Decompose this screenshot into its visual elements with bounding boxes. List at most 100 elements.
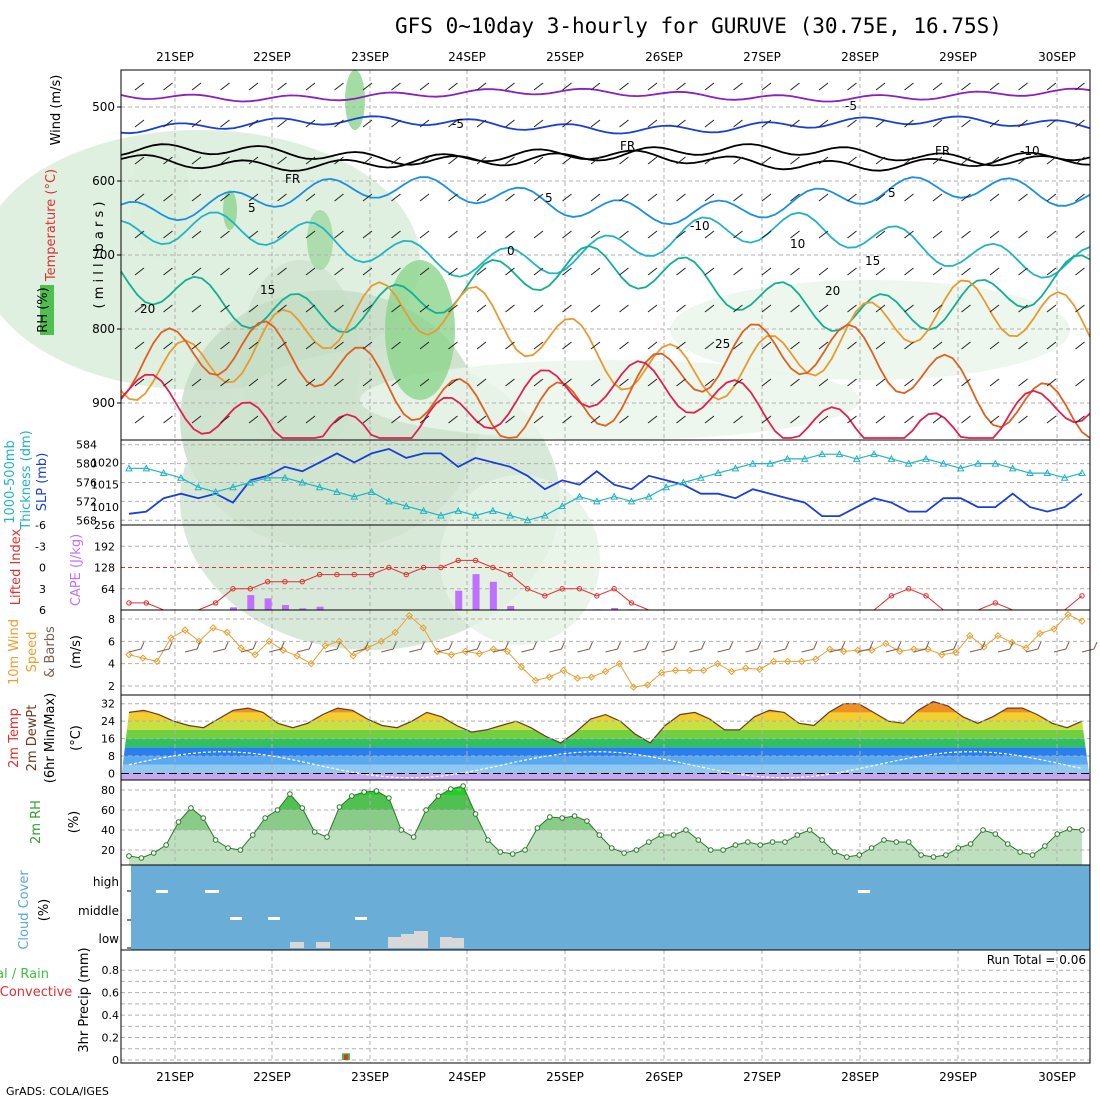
rh-point [930,854,937,860]
label-cape: CAPE (J/kg) [69,534,84,606]
thickness-point [385,497,393,505]
rh-point [819,837,825,843]
wind-barb [505,415,515,424]
wind-barb-10m [661,648,674,653]
wind-barb [733,304,743,313]
thickness-point [471,511,480,519]
rh-point [1054,831,1061,837]
wind-speed-series [128,613,1083,688]
wind-barb-tick [757,641,762,650]
wind-barb-tick [476,641,481,650]
label-thickness-range: 1000-500mb [3,440,18,524]
wind-barb [619,82,629,91]
wind-barb [134,156,145,165]
thickness-point [818,450,826,458]
wind-barb [391,82,401,91]
temp-band [121,756,1090,765]
wind-barb [362,119,373,128]
wind-barb [505,119,515,128]
wind-barb [334,119,344,128]
label-temp2m-3: (6hr Min/Max) [43,693,58,783]
lifted-index-point [594,593,600,599]
wind-barb [248,82,259,91]
label-precip-total: tal / Rain [0,967,49,982]
rh-point [1017,849,1023,855]
rh-point [782,839,788,845]
wind-barb [647,82,658,91]
thickness-point [904,459,913,467]
rh-point [905,839,912,845]
wind-barb [305,156,316,165]
wind-barb [277,156,287,165]
wind-barb [704,193,715,202]
wind-barb [590,415,601,424]
ytick-label-slp: 1015 [91,479,119,492]
wind-barb [134,415,145,424]
lifted-index-point [264,578,271,585]
rh-point [373,788,380,794]
wind-barb [220,82,230,91]
thickness-point [662,483,670,491]
wind-barb [277,415,287,424]
wind-barb [448,82,458,91]
wind-barb [961,304,971,313]
cloud-mark [355,917,367,920]
wind-barb [1046,304,1057,313]
rh-point [150,850,157,856]
lifted-index-point [334,571,340,578]
chart-title: GFS 0~10day 3-hourly for GURUVE (30.75E,… [395,14,1002,38]
wind-barb [134,119,145,128]
lifted-index-point [212,600,219,606]
rh-point [249,832,256,838]
rh-point [918,852,924,858]
thickness-point [194,483,203,491]
wind-barb [1018,230,1028,239]
wind-barb [220,230,230,239]
label-thickness: Thickness (dm) [19,430,34,530]
wind-barb [704,82,715,91]
wind-barb [875,193,886,202]
wind-barb [277,341,287,350]
wind-barb-10m [269,648,282,653]
wind-barb-tick [140,641,145,650]
wind-barb [733,267,743,276]
wind-barb [1075,378,1085,387]
wind-barb [761,82,772,91]
wind-speed-point [265,637,273,646]
contour-label: 5 [248,201,256,215]
thickness-point [575,492,584,500]
ytick-label: 600 [92,174,115,188]
rh-point [893,839,900,845]
rh-point [646,839,652,845]
wind-barb [476,82,487,91]
wind-barb [875,156,886,165]
thickness-point [350,492,359,500]
wind-barb [220,267,230,276]
wind-barb [505,267,515,276]
wind-barb [932,341,943,350]
wind-barb-10m [577,648,590,653]
cloud-low-bar [388,937,402,948]
wind-barb [647,156,658,165]
temp-band [121,773,1090,780]
lifted-index-point [299,578,305,585]
wind-barb-tick [336,641,341,650]
wind-barb-10m [521,648,534,653]
wind-barb-tick [673,641,678,650]
rh-point [683,827,689,833]
wind-barb [1075,304,1085,313]
date-label-bottom: 28SEP [841,1070,879,1084]
rh-shading [223,190,237,230]
lifted-index-point [420,564,427,571]
wind-barb [277,267,287,276]
wind-speed-point [237,644,245,652]
thickness-point [263,473,272,481]
temperature-contour [120,115,1091,135]
rh-point [336,804,343,810]
rh-point [324,834,330,840]
wind-barb [562,267,572,276]
thickness-point [1060,473,1069,481]
wind-barb-10m [297,648,310,653]
wind-barb [1046,415,1057,424]
wind-barb [619,415,629,424]
